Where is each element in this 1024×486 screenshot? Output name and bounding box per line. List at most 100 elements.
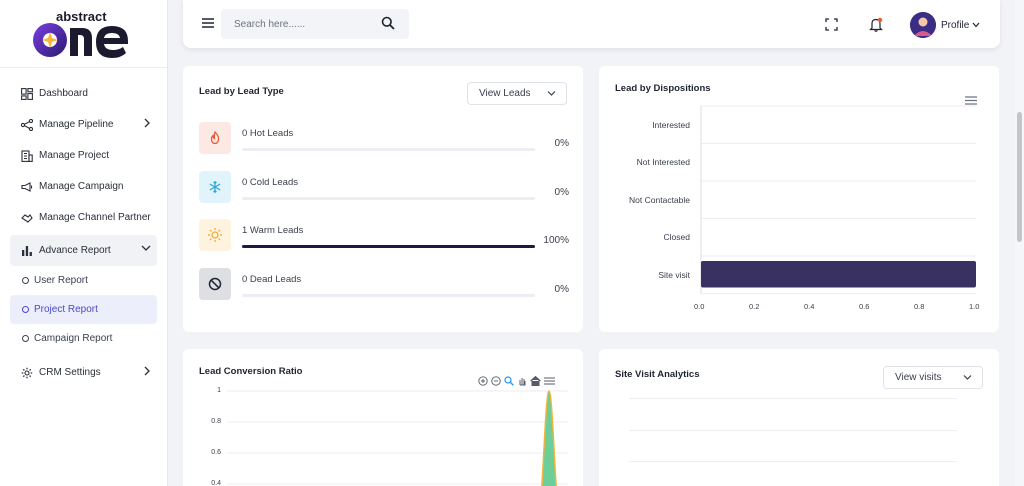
site-visit-gridline: [629, 398, 957, 399]
notification-bell-icon[interactable]: [869, 17, 883, 37]
lead-progress-track: [242, 294, 535, 297]
view-leads-dropdown[interactable]: View Leads: [467, 82, 567, 105]
search-zoom-icon[interactable]: [504, 373, 514, 391]
gear-icon: [20, 366, 33, 379]
scrollbar-thumb[interactable]: [1017, 112, 1022, 242]
x-tick-label: 0.8: [914, 302, 925, 311]
sidebar-item-label: Advance Report: [39, 245, 111, 256]
chevron-down-icon: [547, 89, 556, 100]
search-input[interactable]: [221, 18, 371, 30]
category-label: Not Interested: [636, 157, 690, 168]
fullscreen-icon[interactable]: [825, 18, 838, 36]
dashboard-icon: [20, 87, 33, 100]
ban-icon: [199, 268, 231, 300]
sidebar-subitem-label: Campaign Report: [34, 333, 113, 344]
profile-label: Profile: [941, 19, 970, 31]
search-box: [221, 9, 409, 39]
site-visit-card: Site Visit Analytics View visits: [599, 349, 999, 486]
lead-progress-track: [242, 197, 535, 200]
lead-progress-track: [242, 148, 535, 151]
pan-icon[interactable]: [517, 373, 527, 391]
card-title: Lead by Lead Type: [199, 86, 284, 97]
x-tick-label: 0.0: [694, 302, 705, 311]
lead-percent: 0%: [554, 187, 569, 198]
chevron-right-icon: [143, 366, 151, 379]
sidebar-nav: Dashboard Manage Pipeline Manage Project…: [0, 68, 167, 388]
page-scrollbar[interactable]: [1015, 0, 1024, 486]
sidebar-subitem-project-report[interactable]: Project Report: [10, 295, 157, 324]
chevron-down-icon: [972, 20, 980, 31]
lead-type-row: 0 Cold Leads 0%: [199, 171, 569, 203]
megaphone-icon: [20, 180, 33, 193]
dispositions-chart: Interested Not Interested Not Contactable C…: [599, 66, 999, 332]
lead-type-row: 1 Warm Leads 100%: [199, 219, 569, 251]
category-label: Site visit: [658, 269, 690, 280]
profile-menu[interactable]: Profile: [910, 12, 980, 38]
home-icon[interactable]: [530, 373, 541, 391]
sidebar-subitem-user-report[interactable]: User Report: [10, 266, 157, 295]
y-tick-label: 0.8: [211, 418, 221, 425]
sidebar-item-manage-pipeline[interactable]: Manage Pipeline: [10, 109, 157, 140]
svg-text:abstract: abstract: [56, 9, 107, 24]
dropdown-label: View visits: [895, 372, 942, 383]
chevron-down-icon: [963, 373, 972, 384]
lead-percent: 0%: [554, 138, 569, 149]
x-tick-label: 0.4: [804, 302, 815, 311]
zoom-out-icon[interactable]: [491, 373, 501, 391]
x-tick-label: 0.2: [749, 302, 760, 311]
category-label: Interested: [652, 119, 690, 130]
sidebar-subitem-label: User Report: [34, 275, 88, 286]
view-visits-dropdown[interactable]: View visits: [883, 366, 983, 389]
lead-type-card: Lead by Lead Type View Leads 0 Hot Leads…: [183, 66, 583, 332]
search-icon[interactable]: [381, 16, 395, 35]
sidebar-item-dashboard[interactable]: Dashboard: [10, 78, 157, 109]
lead-type-row: 0 Hot Leads 0%: [199, 122, 569, 154]
circle-icon: [22, 335, 29, 342]
chevron-down-icon: [141, 244, 151, 255]
y-tick-label: 1: [217, 387, 221, 394]
sidebar-item-manage-project[interactable]: Manage Project: [10, 140, 157, 171]
sidebar-item-manage-channel-partner[interactable]: Manage Channel Partner: [10, 202, 157, 233]
sidebar-item-label: Dashboard: [39, 88, 88, 99]
dispositions-card: Lead by Dispositions Interested Not Inter…: [599, 66, 999, 332]
fire-icon: [199, 122, 231, 154]
category-label: Closed: [663, 232, 690, 243]
sidebar-subitem-campaign-report[interactable]: Campaign Report: [10, 324, 157, 353]
x-tick-label: 0.6: [859, 302, 870, 311]
sidebar-item-label: Manage Pipeline: [39, 119, 114, 130]
card-title: Lead by Dispositions: [615, 83, 711, 94]
x-tick-label: 1.0: [969, 302, 980, 311]
conversion-svg: [227, 390, 568, 486]
card-title: Lead Conversion Ratio: [199, 366, 303, 377]
top-header: Profile: [183, 0, 1000, 48]
bar-site-visit[interactable]: [701, 261, 976, 288]
sidebar-item-label: Manage Campaign: [39, 181, 124, 192]
circle-icon: [22, 306, 29, 313]
lead-percent: 0%: [554, 284, 569, 295]
brand-logo[interactable]: abstract: [0, 0, 167, 68]
dropdown-label: View Leads: [479, 88, 531, 99]
lead-type-row: 0 Dead Leads 0%: [199, 268, 569, 300]
sidebar-item-manage-campaign[interactable]: Manage Campaign: [10, 171, 157, 202]
circle-icon: [22, 277, 29, 284]
menu-icon[interactable]: [544, 373, 555, 391]
zoom-in-icon[interactable]: [478, 373, 488, 391]
lead-progress-fill: [242, 245, 535, 248]
chevron-right-icon: [143, 118, 151, 131]
pipeline-icon: [20, 118, 33, 131]
abstract-one-logo: abstract: [33, 9, 128, 58]
sidebar: abstract Dashboard Manage: [0, 0, 168, 486]
hamburger-menu-icon[interactable]: [201, 16, 215, 34]
sun-icon: [199, 219, 231, 251]
lead-type-label: 0 Cold Leads: [242, 177, 298, 188]
conversion-area-series[interactable]: [541, 390, 557, 486]
lead-percent: 100%: [543, 235, 569, 246]
sidebar-item-crm-settings[interactable]: CRM Settings: [10, 357, 157, 388]
building-icon: [20, 149, 33, 162]
lead-progress-track: [242, 245, 535, 248]
chart-toolbar: [478, 373, 555, 391]
sidebar-item-advance-report[interactable]: Advance Report: [10, 235, 157, 266]
category-label: Not Contactable: [629, 194, 690, 205]
chart-menu-icon[interactable]: [965, 92, 977, 110]
y-tick-label: 0.4: [211, 480, 221, 486]
